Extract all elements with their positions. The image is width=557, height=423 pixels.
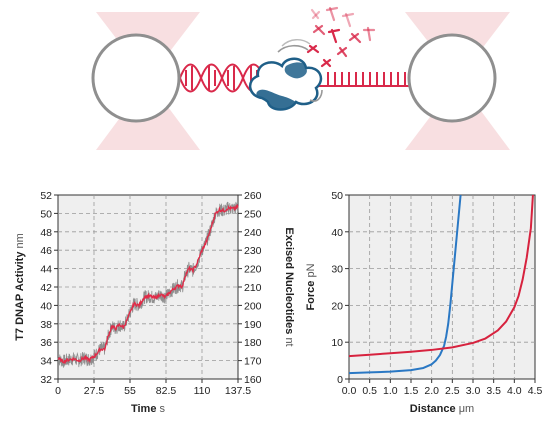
chart2-grid xyxy=(349,195,535,379)
chart2-y-tick-label: 40 xyxy=(331,227,343,239)
chart1-x-tick-label: 110 xyxy=(194,385,211,397)
chart1-x-tick-label: 0 xyxy=(55,385,61,397)
chart1-x-ticks: 0 27.5 55 82.5 110 137.5 xyxy=(55,379,251,397)
chart1-x-tick-label: 27.5 xyxy=(84,385,105,397)
chart2-curves xyxy=(348,194,534,375)
chart2-ylabel: Force pN xyxy=(305,263,317,310)
chart1-ylabel: T7 DNAP Activity nm xyxy=(14,233,26,341)
chart1-y-tick-label: 38 xyxy=(40,319,52,331)
chart2-x-tick-label: 3.0 xyxy=(466,385,481,397)
chart1-y2-tick-label: 260 xyxy=(244,190,262,202)
chart1-x-tick-label: 82.5 xyxy=(156,385,177,397)
chart1-y2-tick-label: 200 xyxy=(244,300,262,312)
chart1-traces xyxy=(57,201,239,368)
chart1-y2-tick-label: 230 xyxy=(244,245,262,257)
chart1-y-tick-label: 52 xyxy=(40,190,52,202)
chart1-y2-tick-label: 250 xyxy=(244,208,262,220)
force-distance-chart: 0.0 0.5 1.0 1.5 2.0 2.5 3.0 3.5 4.0 4.5 0 10 20 30 40… xyxy=(305,190,542,415)
chart1-xlabel: Time s xyxy=(131,403,166,415)
chart1-y-tick-label: 32 xyxy=(40,374,52,386)
free-nucleotides xyxy=(306,6,376,68)
chart1-y2-tick-label: 160 xyxy=(244,374,262,386)
chart1-y2-tick-label: 210 xyxy=(244,282,262,294)
chart2-y-ticks: 0 10 20 30 40 50 xyxy=(331,190,349,386)
chart1-y-tick-label: 48 xyxy=(40,227,52,239)
bead-left xyxy=(91,33,181,123)
chart2-curve-dsDNA xyxy=(348,194,462,375)
chart2-x-tick-label: 1.0 xyxy=(383,385,398,397)
chart1-y2-tick-label: 240 xyxy=(244,227,262,239)
chart1-y-tick-label: 46 xyxy=(40,245,52,257)
chart1-y2-tick-label: 190 xyxy=(244,319,262,331)
chart1-raw-trace xyxy=(57,201,239,368)
chart1-y2-tick-label: 180 xyxy=(244,337,262,349)
chart1-y-tick-label: 42 xyxy=(40,282,52,294)
chart1-x-tick-label: 55 xyxy=(124,385,136,397)
chart2-x-tick-label: 1.5 xyxy=(404,385,419,397)
chart1-y2-ticks: 160 170 180 190 200 210 220 230 240 250 260 xyxy=(238,190,262,386)
chart2-x-tick-label: 4.5 xyxy=(528,385,543,397)
chart2-x-tick-label: 0.0 xyxy=(342,385,357,397)
chart2-x-tick-label: 0.5 xyxy=(362,385,377,397)
chart1-y2-tick-label: 220 xyxy=(244,264,262,276)
chart2-x-tick-label: 2.0 xyxy=(424,385,439,397)
chart2-y-tick-label: 20 xyxy=(331,300,343,312)
activity-time-chart: 0 27.5 55 82.5 110 137.5 32 34 36 38 40 42 44 46 48 50… xyxy=(14,190,295,415)
chart1-y-tick-label: 36 xyxy=(40,337,52,349)
chart1-y-tick-label: 50 xyxy=(40,208,52,220)
chart1-y-tick-label: 34 xyxy=(40,356,52,368)
chart2-y-tick-label: 0 xyxy=(337,374,343,386)
chart1-y-ticks: 32 34 36 38 40 42 44 46 48 50 52 xyxy=(40,190,58,386)
chart2-curve-ssDNA xyxy=(348,194,534,358)
chart1-plot-area xyxy=(57,194,239,380)
chart1-y2label: Excised Nucleotides nt xyxy=(283,227,295,346)
chart2-y-tick-label: 50 xyxy=(331,190,343,202)
chart2-x-tick-label: 3.5 xyxy=(486,385,501,397)
optical-tweezers-illustration xyxy=(91,6,510,150)
chart2-y-tick-label: 10 xyxy=(331,337,343,349)
chart1-y-tick-label: 44 xyxy=(40,264,52,276)
chart1-x-tick-label: 137.5 xyxy=(225,385,251,397)
chart2-y-tick-label: 30 xyxy=(331,264,343,276)
DNAP-enzyme xyxy=(249,39,323,111)
bead-right xyxy=(407,33,497,123)
ssDNA-strand xyxy=(318,72,410,87)
chart1-filtered-trace xyxy=(57,203,239,365)
chart1-y2-tick-label: 170 xyxy=(244,356,262,368)
chart2-xlabel: Distance μm xyxy=(410,403,474,415)
chart2-x-ticks: 0.0 0.5 1.0 1.5 2.0 2.5 3.0 3.5 4.0 4.5 xyxy=(342,379,543,397)
chart1-y-tick-label: 40 xyxy=(40,300,52,312)
chart2-x-tick-label: 4.0 xyxy=(507,385,522,397)
chart2-x-tick-label: 2.5 xyxy=(445,385,460,397)
